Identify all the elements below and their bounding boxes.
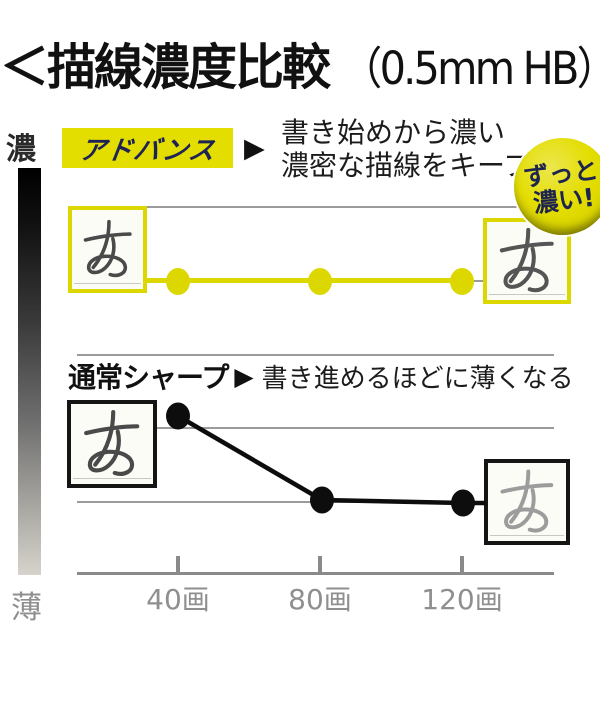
advance-logo-text: アドバンス — [77, 135, 218, 166]
x-tick-label-80: 80画 — [288, 583, 352, 616]
advance-sample-start — [68, 206, 147, 293]
x-tick-120 — [460, 556, 464, 572]
normal-sharp-header: 通常シャープ ▶ 書き進めるほどに薄くなる — [68, 356, 574, 396]
density-scale-dark-label: 濃 — [6, 132, 36, 167]
notebook-rule-line — [74, 283, 141, 284]
title-paren: （0.5mm HB） — [340, 42, 600, 95]
normal-data-point-40 — [166, 402, 190, 430]
page-title: ＜描線濃度比較（0.5mm HB）＞ — [0, 28, 600, 99]
advance-series-line — [147, 278, 462, 283]
handwriting-a-icon — [490, 224, 564, 297]
normal-data-point-80 — [310, 486, 334, 514]
gridline-5 — [77, 501, 554, 503]
handwriting-a-icon — [74, 406, 149, 481]
x-tick-40 — [176, 556, 180, 572]
normal-sharp-label: 通常シャープ — [68, 361, 229, 394]
x-tick-80 — [318, 556, 322, 572]
notebook-rule-line — [489, 294, 565, 295]
advance-logo: アドバンス — [62, 128, 233, 168]
handwriting-a-icon — [83, 219, 132, 277]
normal-sharp-description: 書き進めるほどに薄くなる — [261, 363, 574, 394]
title-main: 描線濃度比較 — [47, 39, 331, 96]
advance-arrow-icon: ▶ — [244, 133, 265, 164]
handwriting-a-icon — [500, 469, 554, 533]
normal-sample-end — [484, 459, 570, 545]
badge-line2: 濃い! — [531, 182, 596, 218]
normal-sample-start — [67, 400, 157, 488]
normal-sharp-arrow-icon: ▶ — [234, 361, 254, 391]
title-open-bracket: ＜ — [0, 39, 49, 96]
density-scale-light-label: 薄 — [11, 590, 42, 626]
always-dark-badge: ずっと 濃い! — [514, 138, 600, 235]
advance-description-line1: 書き始めから濃い — [281, 116, 506, 149]
gridline-3 — [77, 354, 554, 356]
advance-data-point-120 — [450, 268, 474, 295]
x-axis-line — [77, 572, 554, 575]
advance-description: 書き始めから濃い 濃密な描線をキープ — [281, 116, 531, 182]
advance-data-point-80 — [308, 268, 332, 295]
gridline-1 — [77, 206, 554, 208]
normal-data-point-120 — [451, 489, 475, 517]
notebook-rule-line — [490, 535, 564, 536]
density-gradient-bar — [18, 168, 41, 575]
always-dark-badge-text: ずっと 濃い! — [522, 155, 600, 218]
advance-data-point-40 — [166, 268, 190, 295]
advance-description-line2: 濃密な描線をキープ — [281, 149, 532, 182]
x-tick-label-40: 40画 — [146, 583, 210, 616]
notebook-rule-line — [73, 478, 151, 479]
x-tick-label-120: 120画 — [421, 583, 503, 616]
